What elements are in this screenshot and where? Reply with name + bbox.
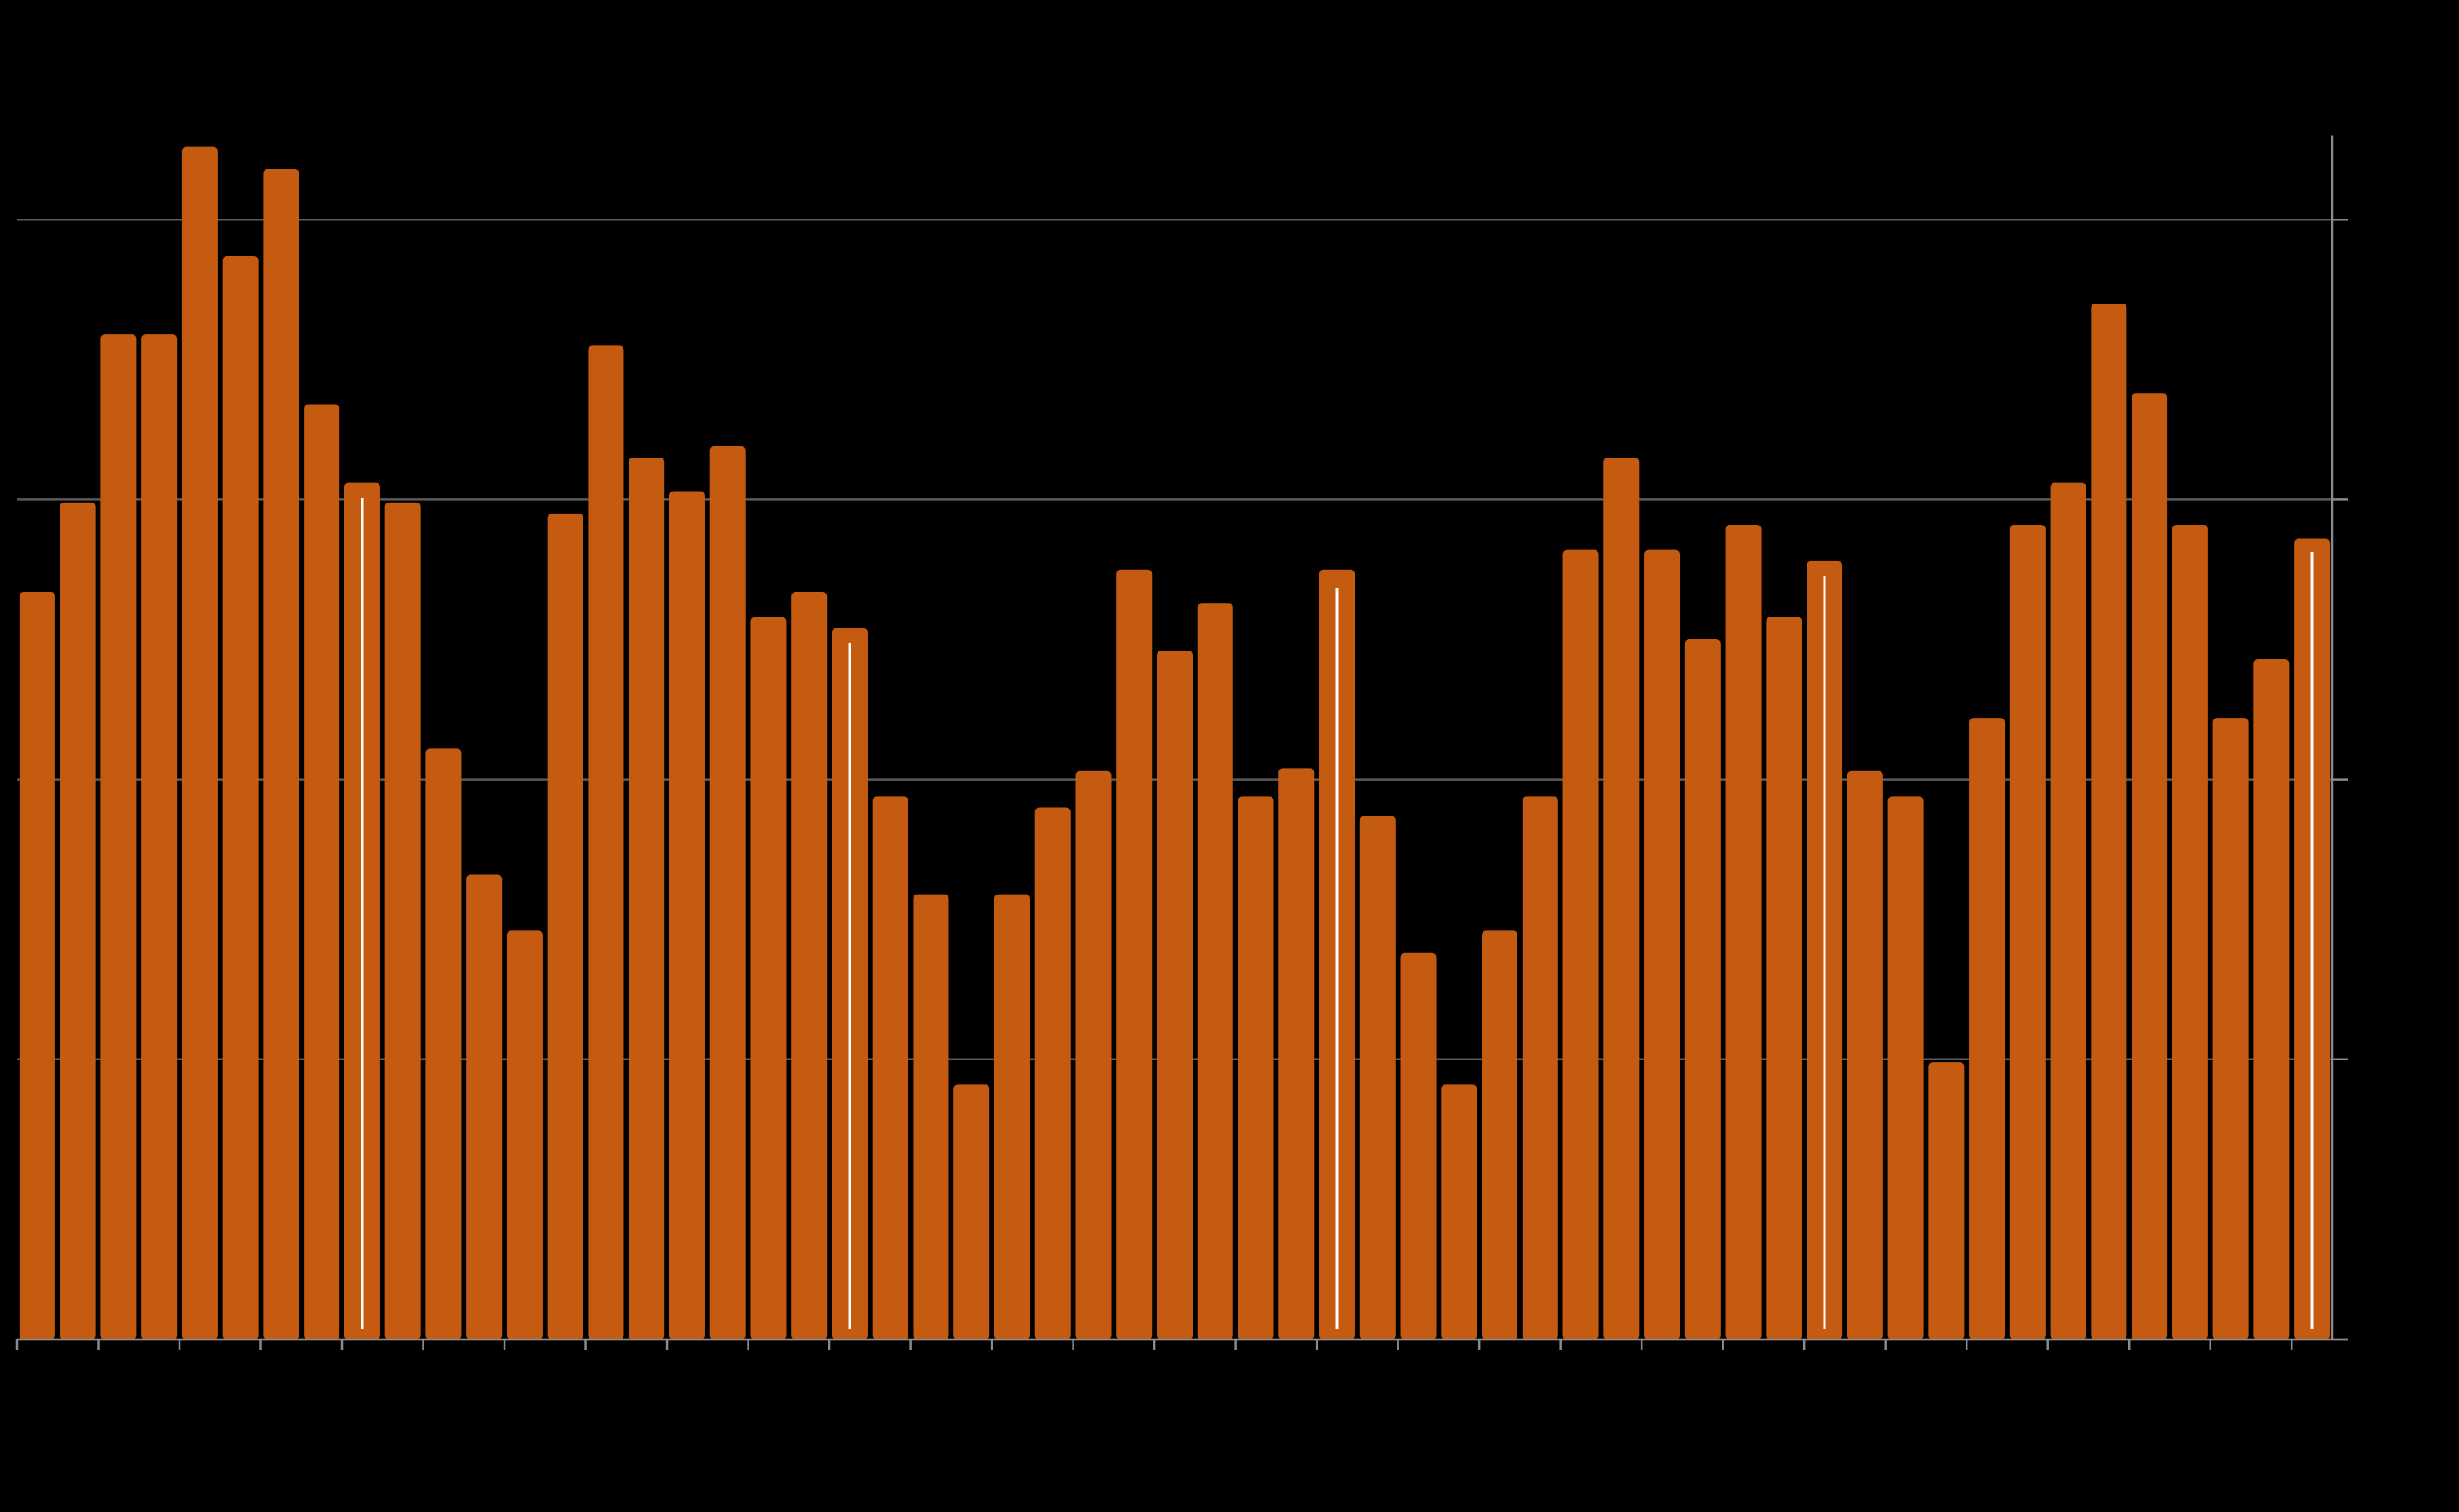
bar <box>709 446 746 1339</box>
bar <box>1359 816 1396 1339</box>
bars <box>19 146 2331 1340</box>
bar <box>2009 525 2046 1339</box>
bar <box>1766 617 1802 1339</box>
bar <box>953 1084 990 1339</box>
bar <box>588 345 624 1340</box>
bar <box>1847 770 1883 1339</box>
bar <box>1603 458 1640 1339</box>
bar <box>791 592 828 1339</box>
bar <box>2050 482 2086 1339</box>
bar <box>2172 525 2208 1339</box>
bar <box>1238 796 1274 1339</box>
bar <box>1034 807 1071 1339</box>
bar <box>1684 639 1721 1339</box>
bar <box>2091 303 2127 1340</box>
bar <box>1075 770 1112 1339</box>
bar <box>872 796 908 1339</box>
bar <box>1116 569 1153 1339</box>
y-tick-label: 0 <box>2358 1324 2371 1350</box>
y-tick-label: 4 <box>2358 205 2371 231</box>
bar <box>913 894 949 1339</box>
bar <box>1887 796 1924 1339</box>
bar <box>1928 1062 1965 1339</box>
bar <box>425 748 462 1339</box>
bar <box>2132 393 2168 1340</box>
bar <box>1644 549 1681 1339</box>
bar <box>1725 525 1762 1339</box>
bar <box>1969 718 2006 1339</box>
bar <box>19 592 55 1339</box>
bar <box>1156 651 1193 1339</box>
bar <box>547 513 583 1339</box>
bar <box>2212 718 2249 1339</box>
bar <box>60 502 96 1339</box>
bar <box>669 491 705 1339</box>
bar <box>750 617 787 1339</box>
y-tick-label: 3 <box>2358 485 2371 511</box>
bar <box>222 255 259 1340</box>
bar <box>100 334 137 1339</box>
bar <box>506 930 543 1339</box>
axes: 0 1 2 3 4 <box>15 135 2371 1350</box>
bar <box>141 334 178 1339</box>
bar <box>304 404 340 1340</box>
bar <box>1441 1084 1477 1339</box>
bar <box>1400 952 1437 1339</box>
period-markers <box>361 498 2314 1329</box>
bar <box>263 168 299 1340</box>
bar <box>2253 659 2290 1339</box>
bar <box>466 874 503 1339</box>
bar <box>181 146 218 1339</box>
bar <box>993 894 1030 1339</box>
bar <box>1197 603 1233 1339</box>
bar <box>1278 768 1315 1339</box>
bar <box>629 458 665 1339</box>
bar <box>384 502 421 1339</box>
bar <box>1482 930 1518 1339</box>
bar <box>1522 796 1558 1339</box>
y-tick-label: 2 <box>2358 765 2371 791</box>
bar <box>1562 549 1599 1339</box>
y-tick-label: 1 <box>2358 1044 2371 1071</box>
